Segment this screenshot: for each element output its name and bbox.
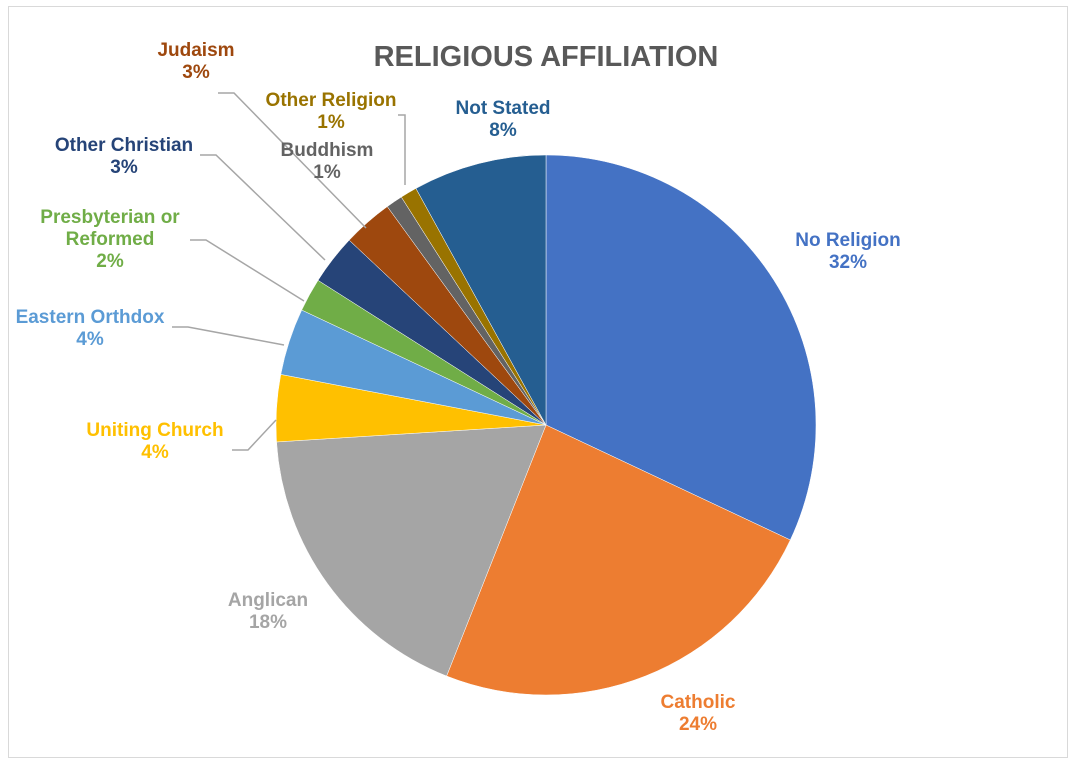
slice-catholic — [446, 424, 791, 696]
leader-line-eastern-orthdox — [172, 326, 285, 346]
leader-line-presbyterian-or-reformed — [190, 239, 305, 302]
data-label-other-christian: Other Christian 3% — [55, 135, 193, 178]
leader-line-uniting-church — [232, 419, 277, 451]
leader-line-other-christian — [200, 154, 326, 261]
data-label-catholic: Catholic 24% — [661, 692, 736, 735]
data-label-uniting-church: Uniting Church 4% — [86, 420, 223, 463]
slice-anglican — [276, 424, 547, 677]
pie-slices — [275, 154, 817, 696]
slice-not-stated — [415, 154, 547, 426]
data-label-no-religion: No Religion 32% — [795, 230, 901, 273]
data-label-not-stated: Not Stated 8% — [456, 98, 551, 141]
data-label-other-religion: Other Religion 1% — [266, 90, 397, 133]
data-labels: No Religion 32% Catholic 24% Anglican 18% Unit… — [16, 40, 901, 735]
data-label-buddhism: Buddhism 1% — [281, 140, 374, 183]
data-label-anglican: Anglican 18% — [228, 590, 308, 633]
leader-lines — [172, 92, 406, 451]
data-label-judaism: Judaism 3% — [157, 40, 234, 83]
data-label-eastern-orthdox: Eastern Orthdox 4% — [16, 307, 165, 350]
chart-title: RELIGIOUS AFFILIATION — [374, 41, 719, 73]
data-label-presbyterian-or-reformed: Presbyterian or Reformed 2% — [40, 207, 180, 272]
leader-line-other-religion — [398, 114, 406, 185]
leader-line-judaism — [218, 92, 367, 229]
slice-no-religion — [545, 154, 817, 541]
